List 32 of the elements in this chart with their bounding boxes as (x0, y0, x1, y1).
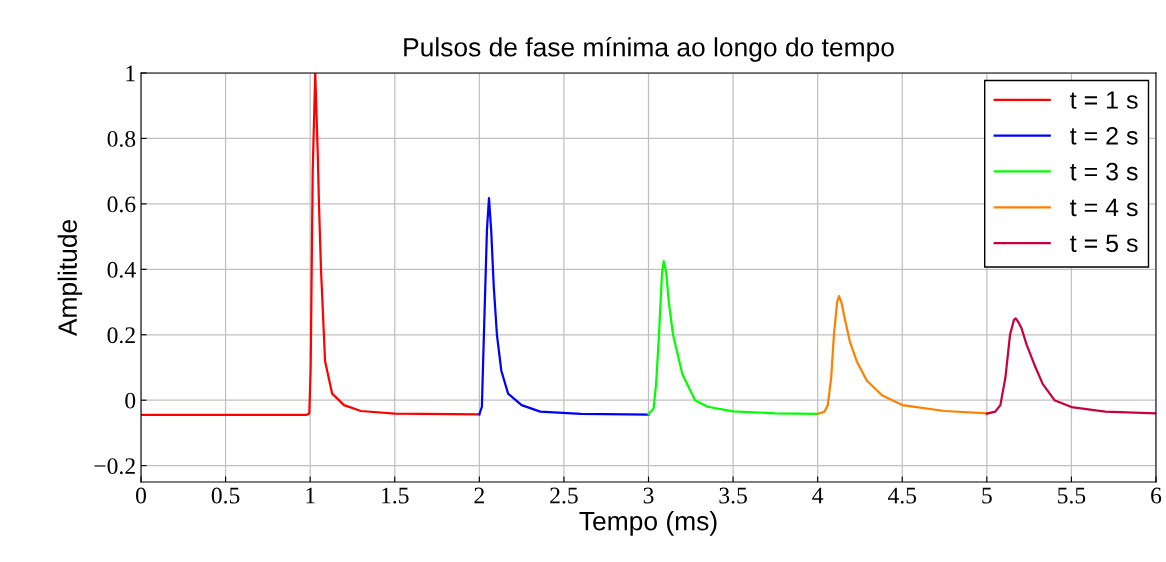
legend-label: t = 4 s (1070, 198, 1138, 217)
x-tick-label: 5.5 (1058, 487, 1086, 504)
chart-title: Pulsos de fase mínima ao longo do tempo (404, 36, 894, 62)
line-series (478, 196, 650, 416)
legend-label: t = 2 s (1070, 126, 1138, 145)
x-tick-label: 5 (982, 487, 992, 504)
y-tick-label: 0 (125, 392, 136, 409)
line-series (985, 317, 1156, 415)
y-axis-title: Amplitude (57, 220, 83, 337)
x-tick-label: 6 (1151, 487, 1162, 504)
x-tick-label: 1.5 (382, 487, 409, 504)
x-tick-label: 3.5 (719, 487, 747, 504)
x-tick-label: 2.5 (550, 487, 578, 504)
x-tick-label: 4.5 (887, 487, 917, 504)
x-tick-label: 0.5 (211, 487, 240, 504)
line-series (647, 260, 819, 416)
y-tick-label: 0.4 (107, 261, 136, 278)
y-tick-label: −0.2 (94, 458, 135, 475)
line-series (816, 295, 988, 416)
y-tick-label: 0.6 (107, 196, 136, 213)
x-tick-label: 2 (474, 487, 484, 504)
legend-label: t = 1 s (1070, 91, 1138, 109)
line-series (141, 73, 481, 417)
y-tick-label: 0.2 (107, 327, 135, 344)
legend-label: t = 5 s (1070, 234, 1138, 253)
x-axis-title: Tempo (ms) (579, 511, 717, 536)
legend-label: t = 3 s (1070, 162, 1138, 181)
x-tick-label: 1 (306, 487, 315, 504)
y-tick-label: 0.8 (107, 130, 136, 147)
x-tick-label: 3 (643, 487, 654, 504)
x-tick-label: 4 (812, 487, 824, 504)
y-tick-label: 1 (126, 65, 135, 82)
